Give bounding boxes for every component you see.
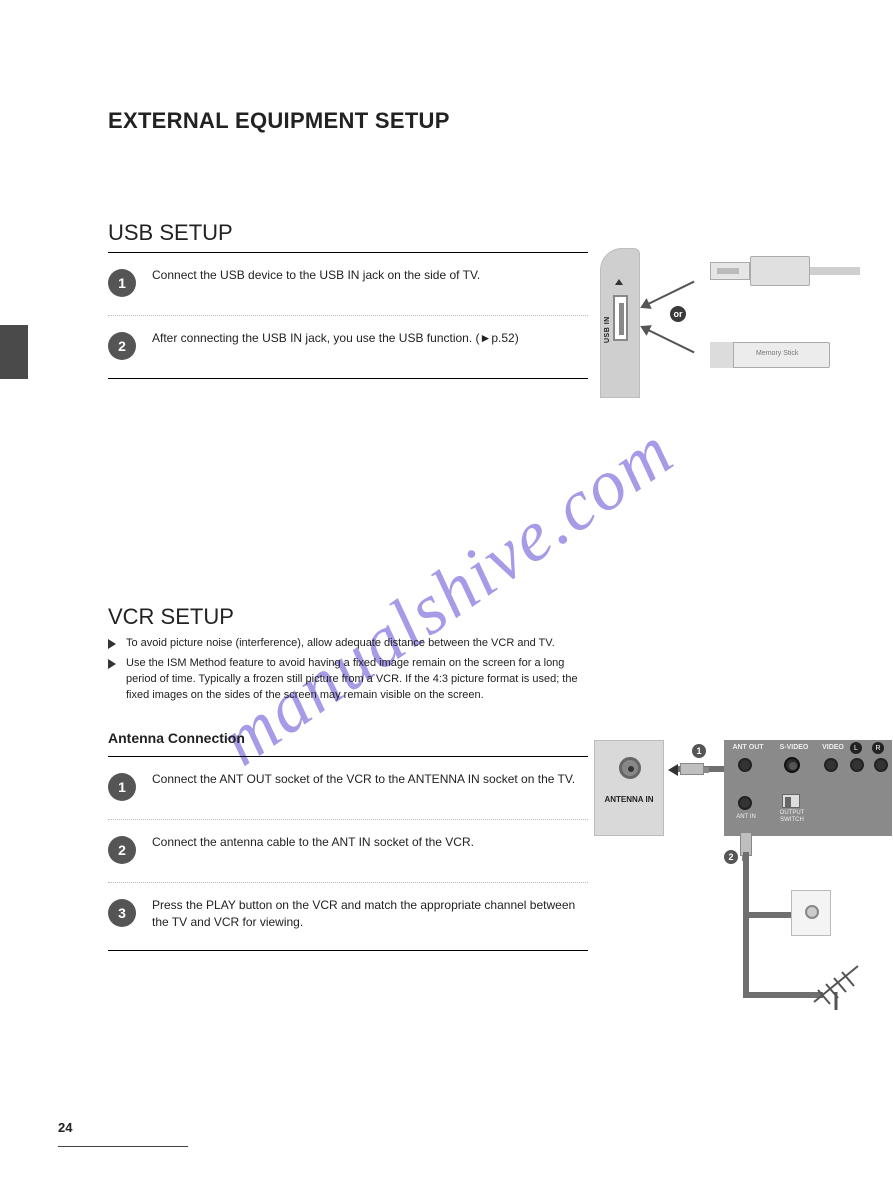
vcr-step-2: 2 Connect the antenna cable to the ANT I… bbox=[108, 819, 588, 882]
tv-antenna-panel: ANTENNA IN bbox=[594, 740, 664, 836]
callout-2: 2 bbox=[724, 850, 738, 864]
vcr-note-1-text: To avoid picture noise (interference), a… bbox=[126, 636, 555, 652]
svideo-label: S-VIDEO bbox=[774, 744, 814, 751]
vcr-subtitle: Antenna Connection bbox=[108, 730, 588, 746]
usb-cable-wire bbox=[810, 267, 860, 275]
vcr-step-3: 3 Press the PLAY button on the VCR and m… bbox=[108, 882, 588, 950]
usb-plug-tip bbox=[710, 262, 750, 280]
triangle-bullet-icon bbox=[108, 659, 118, 669]
side-tab bbox=[0, 325, 28, 379]
arrow-icon bbox=[642, 326, 695, 353]
usb-step-2-text: After connecting the USB IN jack, you us… bbox=[152, 330, 527, 347]
chapter-heading: EXTERNAL EQUIPMENT SETUP bbox=[108, 108, 450, 134]
ant-in-jack bbox=[738, 796, 752, 810]
usb-figure: USB IN or Memory Stick bbox=[600, 248, 860, 418]
usb-step-1: 1 Connect the USB device to the USB IN j… bbox=[108, 253, 588, 315]
memory-label: Memory Stick bbox=[756, 350, 798, 357]
rf-cable bbox=[743, 852, 749, 912]
vcr-setup-section: VCR SETUP To avoid picture noise (interf… bbox=[108, 604, 588, 951]
audio-r-badge: R bbox=[872, 742, 884, 754]
usb-step-1-text: Connect the USB device to the USB IN jac… bbox=[152, 267, 488, 284]
usb-cable bbox=[710, 252, 830, 290]
usb-setup-section: USB SETUP 1 Connect the USB device to th… bbox=[108, 220, 588, 379]
vcr-step-2-text: Connect the antenna cable to the ANT IN … bbox=[152, 834, 482, 851]
ant-out-label: ANT OUT bbox=[728, 744, 768, 751]
output-switch-label: OUTPUT SWITCH bbox=[774, 810, 810, 823]
antenna-in-jack bbox=[619, 757, 641, 779]
antenna-in-label: ANTENNA IN bbox=[595, 795, 663, 804]
page-number: 24 bbox=[58, 1120, 72, 1135]
manual-page: manualshive.com EXTERNAL EQUIPMENT SETUP… bbox=[0, 0, 893, 1191]
antenna-icon bbox=[806, 960, 866, 1010]
output-switch bbox=[782, 794, 800, 808]
vcr-notes: To avoid picture noise (interference), a… bbox=[108, 636, 588, 704]
usb-memory-stick: Memory Stick bbox=[710, 336, 830, 374]
audio-r-jack bbox=[874, 758, 888, 772]
or-badge: or bbox=[670, 306, 686, 322]
usb-plug-body bbox=[750, 256, 810, 286]
vcr-step-3-text: Press the PLAY button on the VCR and mat… bbox=[152, 897, 588, 932]
vcr-step-1-text: Connect the ANT OUT socket of the VCR to… bbox=[152, 771, 583, 788]
audio-l-badge: L bbox=[850, 742, 862, 754]
usb-section-title: USB SETUP bbox=[108, 220, 588, 246]
ant-out-jack bbox=[738, 758, 752, 772]
video-label: VIDEO bbox=[818, 744, 848, 751]
step-badge-3: 3 bbox=[108, 899, 136, 927]
wall-jack-port bbox=[805, 905, 819, 919]
step-badge-2: 2 bbox=[108, 332, 136, 360]
video-jack bbox=[824, 758, 838, 772]
ant-in-label: ANT IN bbox=[730, 814, 762, 820]
vcr-note-2-text: Use the ISM Method feature to avoid havi… bbox=[126, 656, 588, 704]
triangle-bullet-icon bbox=[108, 639, 118, 649]
divider bbox=[108, 378, 588, 379]
step-badge-1: 1 bbox=[108, 773, 136, 801]
usb-insert-arrow-icon bbox=[615, 279, 623, 285]
rf-cable bbox=[743, 912, 791, 918]
vcr-figure: ANTENNA IN 1 ANT OUT S-VIDEO VIDEO L R A… bbox=[594, 740, 874, 1070]
usb-port bbox=[613, 295, 628, 341]
step-badge-1: 1 bbox=[108, 269, 136, 297]
svideo-jack bbox=[784, 757, 800, 773]
usb-step-2: 2 After connecting the USB IN jack, you … bbox=[108, 315, 588, 378]
usb-port-label: USB IN bbox=[604, 316, 611, 343]
arrow-icon bbox=[642, 281, 695, 308]
wall-jack bbox=[791, 890, 831, 936]
tv-side-panel: USB IN bbox=[600, 248, 640, 398]
vcr-note-2: Use the ISM Method feature to avoid havi… bbox=[108, 656, 588, 704]
vcr-step-1: 1 Connect the ANT OUT socket of the VCR … bbox=[108, 757, 588, 819]
divider bbox=[108, 950, 588, 951]
vcr-note-1: To avoid picture noise (interference), a… bbox=[108, 636, 588, 652]
vcr-section-title: VCR SETUP bbox=[108, 604, 588, 630]
memory-tip bbox=[710, 342, 734, 368]
footer-divider bbox=[58, 1146, 188, 1147]
audio-l-jack bbox=[850, 758, 864, 772]
step-badge-2: 2 bbox=[108, 836, 136, 864]
vcr-back-panel: ANT OUT S-VIDEO VIDEO L R ANT IN OUTPUT … bbox=[724, 740, 892, 836]
rf-cable bbox=[743, 912, 749, 992]
callout-1: 1 bbox=[692, 744, 706, 758]
rf-plug bbox=[680, 763, 704, 775]
arrow-icon bbox=[668, 764, 678, 776]
